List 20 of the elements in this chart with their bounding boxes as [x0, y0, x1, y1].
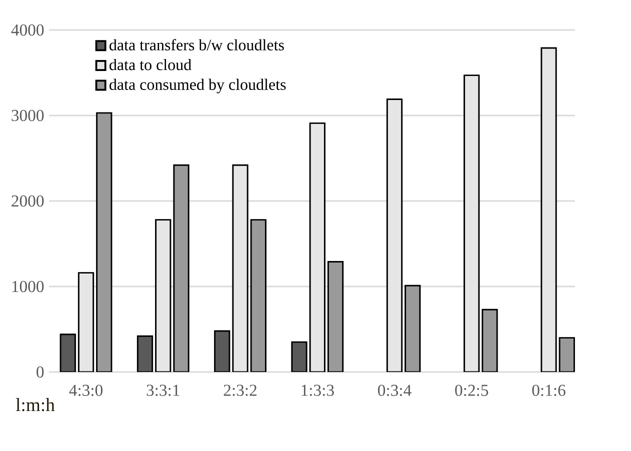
legend-label: data consumed by cloudlets: [110, 78, 286, 94]
x-axis-title: l:m:h: [16, 398, 55, 412]
x-tick-label: 3:3:1: [146, 384, 180, 396]
bar: [173, 164, 190, 372]
bar: [232, 164, 248, 372]
x-tick-label: 1:3:3: [302, 384, 334, 396]
legend-label: data to cloud: [110, 58, 192, 70]
y-tick-label: 4000: [11, 24, 44, 36]
x-tick-label: 0:3:4: [378, 384, 412, 396]
y-tick-label: 2000: [12, 195, 44, 207]
bar: [482, 308, 498, 372]
x-tick-label: 2:3:2: [224, 384, 256, 396]
x-tick-label: 0:1:6: [532, 384, 566, 396]
bar: [540, 47, 557, 372]
y-tick-label: 3000: [12, 110, 44, 122]
x-tick-label: 4:3:0: [69, 384, 103, 396]
x-tick-label: 0:2:5: [455, 384, 488, 396]
y-tick-label: 1000: [12, 280, 44, 292]
y-tick-label: 0: [36, 366, 44, 378]
legend-label: data transfers b/w cloudlets: [110, 39, 284, 50]
